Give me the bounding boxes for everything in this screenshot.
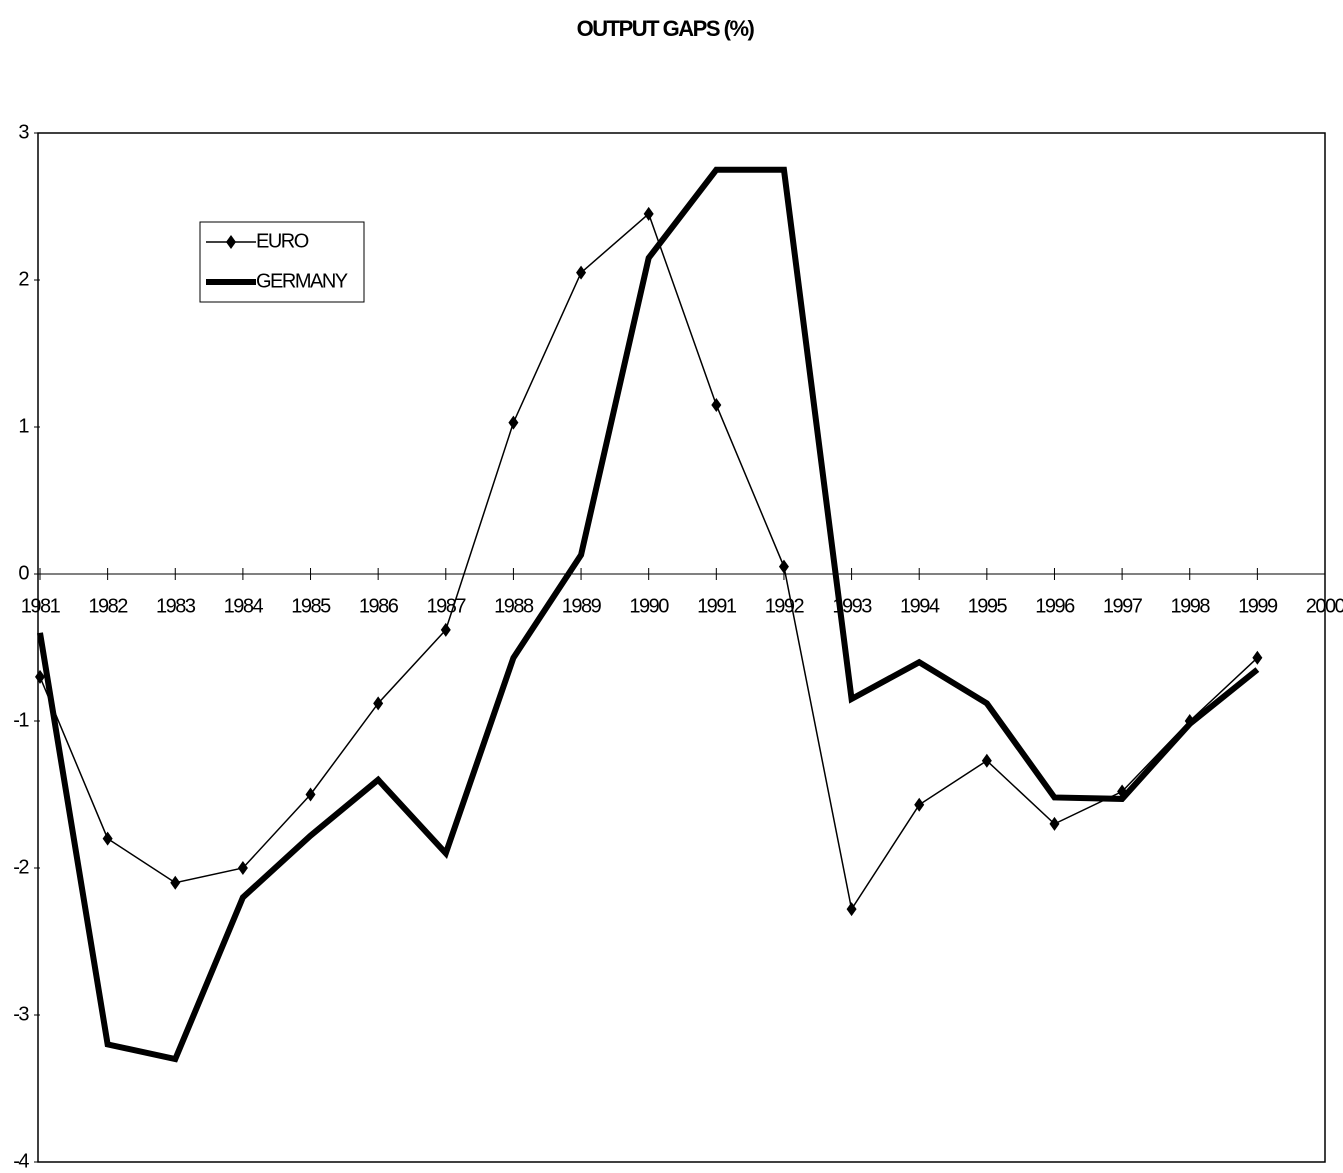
series-line: [37, 166, 1260, 1063]
marker: [508, 415, 519, 430]
marker: [643, 206, 654, 221]
x-tick-label: 1995: [968, 595, 1008, 617]
x-tick-label: 1996: [1035, 595, 1075, 617]
x-tick-label: 1994: [900, 595, 940, 617]
y-tick-label: -1: [13, 709, 29, 731]
marker: [846, 902, 857, 917]
x-tick-label: 1981: [21, 595, 61, 617]
marker: [981, 753, 992, 768]
x-tick-label: 1990: [629, 595, 669, 617]
x-tick-label: 1984: [224, 595, 264, 617]
marker: [914, 797, 925, 812]
x-tick-label: 1982: [88, 595, 128, 617]
marker: [440, 622, 451, 637]
x-tick-label: 1985: [291, 595, 331, 617]
x-tick-label: 1983: [156, 595, 196, 617]
marker: [102, 831, 113, 846]
chart-title: OUTPUT GAPS (%): [577, 16, 755, 41]
x-tick-label: 1986: [359, 595, 399, 617]
y-tick-label: -3: [13, 1003, 29, 1025]
marker: [305, 787, 316, 802]
legend-label: EURO: [256, 230, 309, 252]
marker: [1049, 816, 1060, 831]
x-tick-label: 1992: [765, 595, 805, 617]
plot-frame: [37, 132, 1326, 1163]
x-tick-label: 1998: [1170, 595, 1210, 617]
x-tick-label: 1987: [427, 595, 467, 617]
legend-box: [199, 221, 365, 303]
marker: [576, 265, 587, 280]
x-tick-label: 1991: [697, 595, 737, 617]
x-tick-label: 1988: [494, 595, 534, 617]
x-tick-label: 1997: [1103, 595, 1143, 617]
x-tick-label: 1999: [1238, 595, 1278, 617]
legend-label: GERMANY: [256, 270, 348, 292]
series-line: [39, 212, 1258, 912]
marker: [170, 875, 181, 890]
marker: [711, 397, 722, 412]
marker: [373, 696, 384, 711]
marker: [237, 861, 248, 875]
y-tick-label: 2: [18, 268, 29, 290]
marker: [35, 669, 45, 684]
y-tick-label: 1: [18, 415, 29, 437]
marker: [1252, 650, 1263, 665]
y-tick-label: 3: [18, 121, 29, 143]
marker: [778, 559, 789, 574]
y-tick-label: -4: [13, 1150, 29, 1172]
legend-marker: [226, 235, 236, 249]
y-tick-label: 0: [18, 562, 29, 584]
y-tick-label: -2: [13, 856, 29, 878]
x-tick-label: 1989: [562, 595, 602, 617]
x-tick-label: 2000: [1306, 595, 1343, 617]
